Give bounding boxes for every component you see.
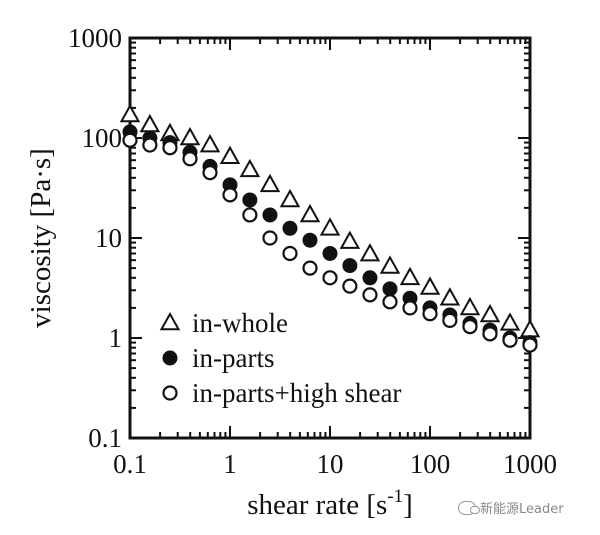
series-1-point [479,303,501,323]
series-1-point [339,230,361,249]
series-1-point [199,134,221,153]
series-1-point [219,145,241,165]
series-2-point [322,245,338,261]
series-1-point [419,276,441,295]
series-3-point [142,137,158,153]
series-3-point [122,132,138,148]
series-2-point [282,220,298,236]
y-tick-label: 1 [109,323,123,353]
legend: in-whole in-parts in-parts+high shear [159,308,401,408]
axis-ticks [129,37,531,439]
series-2-point [242,192,258,208]
series-3-point [162,140,178,156]
series-3-point [382,294,398,310]
series-1-point [359,243,381,262]
legend-marker-2 [162,350,178,366]
series-1-point [499,312,521,331]
series-3-point [282,245,298,262]
watermark: 新能源Leader [458,498,564,517]
series-3-point [462,319,478,335]
series-1-point [519,319,541,338]
legend-marker-3 [162,385,178,401]
series-1-point [239,158,261,178]
wechat-icon [458,500,480,515]
x-tick-label: 1 [223,449,237,479]
series-2-point [342,258,358,274]
series-2-point [362,270,378,286]
series-1-point [299,203,321,223]
series-3-point [222,187,238,203]
x-tick-label: 10 [317,449,344,479]
legend-label-2: in-parts [192,343,274,373]
series-1-point [319,217,341,236]
y-tick-label: 1000 [68,23,122,53]
series-1-point [439,287,461,306]
series-3-point [302,260,318,276]
series-1-point [459,296,481,316]
legend-marker-1 [159,311,181,331]
x-tick-label: 0.1 [113,449,147,479]
series-3-point [242,207,258,223]
x-tick-label: 1000 [503,449,557,479]
series-2-point [262,207,278,223]
series-2-point [302,232,318,248]
y-tick-label: 0.1 [88,423,122,453]
series-1-point [399,266,421,286]
series-1-point [139,113,161,133]
y-tick-label: 10 [95,223,122,253]
series-1-point [259,173,281,193]
legend-label-1: in-whole [192,308,288,338]
series-3-point [202,165,218,181]
x-axis-title: shear rate [s-1] [247,486,413,521]
x-tick-label: 100 [410,449,451,479]
series-3-point [182,151,198,167]
series-3-point [482,326,498,342]
x-axis-title-main: shear rate [s [247,489,387,521]
series-3-point [322,270,338,286]
series-1-point [179,126,201,146]
series-3-point [402,300,418,316]
y-axis-title: viscosity [Pa·s] [25,148,57,328]
series-1-point [119,103,141,123]
series-1-point [379,255,401,274]
legend-label-3: in-parts+high shear [192,378,401,408]
watermark-text: 新能源Leader [480,502,564,517]
x-axis-title-end: ] [403,489,413,521]
x-axis-title-sup: -1 [387,486,403,507]
series-3-point [522,337,538,353]
y-tick-label: 100 [82,123,123,153]
series-1-point [279,188,301,208]
series-3-point [422,306,438,322]
tick-labels: 0.1 1 10 100 1000 0.1 1 10 100 1000 [68,23,557,479]
series-3-point [262,230,278,246]
data-marks [119,103,541,353]
series-3-point [342,278,358,294]
series-2-point [382,281,398,297]
series-3-point [442,312,458,328]
series-3-point [362,287,378,303]
series-3-point [502,332,518,348]
